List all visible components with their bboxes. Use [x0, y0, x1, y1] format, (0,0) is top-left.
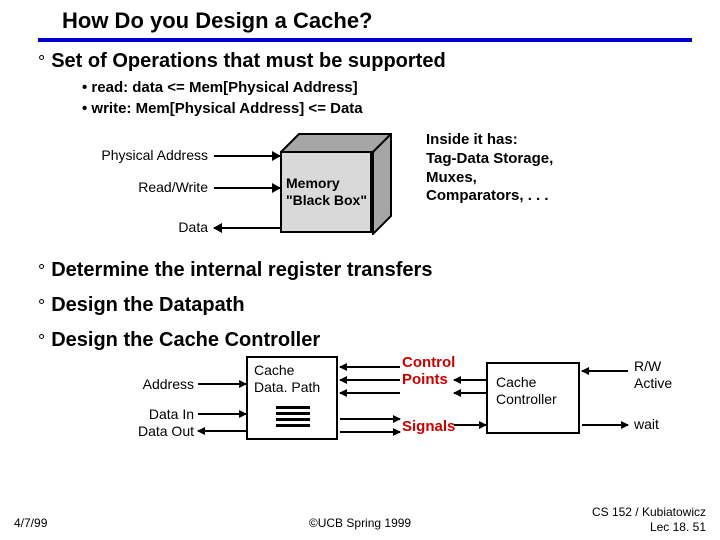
- d2-arrow-dout: [198, 430, 246, 432]
- rw-active-label: R/W Active: [634, 358, 672, 392]
- diagram-memory-blackbox: Physical Address Read/Write Data Memory …: [0, 125, 720, 255]
- cp-l1: Control: [402, 354, 455, 371]
- datapath-bars-icon: [276, 406, 310, 430]
- d1-arrow-addr: [214, 155, 280, 157]
- d1-label-addr: Physical Address: [68, 147, 208, 163]
- d2-arrow-cp2: [340, 379, 400, 381]
- d2-label-addr: Address: [120, 376, 194, 392]
- d1-label-rw: Read/Write: [68, 179, 208, 195]
- footer-r2: Lec 18. 51: [650, 520, 706, 534]
- inside-l2: Tag-Data Storage,: [426, 150, 553, 167]
- bullet-2-text: Determine the internal register transfer…: [51, 259, 432, 282]
- bullet-2: ° Determine the internal register transf…: [0, 259, 720, 282]
- d2-arrow-din: [198, 413, 246, 415]
- bullet-1: ° Set of Operations that must be support…: [0, 50, 720, 73]
- sub-bullet-1: read: data <= Mem[Physical Address]: [82, 79, 720, 96]
- d1-label-data: Data: [68, 219, 208, 235]
- inside-text: Inside it has: Tag-Data Storage, Muxes, …: [426, 131, 553, 206]
- bullet-1-text: Set of Operations that must be supported: [51, 50, 445, 73]
- d2-label-din: Data In: [120, 406, 194, 422]
- d1-arrow-data: [214, 227, 280, 229]
- dp-l2: Data. Path: [254, 379, 320, 395]
- cube-text: Memory "Black Box": [286, 175, 367, 209]
- cube-top: [280, 133, 372, 151]
- bullet-marker: °: [38, 296, 45, 317]
- sub-bullet-2: write: Mem[Physical Address] <= Data: [82, 100, 720, 117]
- bullet-marker: °: [38, 52, 45, 73]
- d2-arrow-wait: [582, 424, 628, 426]
- d2-arrow-sg1: [340, 418, 400, 420]
- rw-l2: Active: [634, 375, 672, 391]
- footer-course: CS 152 / Kubiatowicz Lec 18. 51: [592, 505, 706, 534]
- wait-label: wait: [634, 416, 659, 432]
- bullet-4-text: Design the Cache Controller: [51, 329, 320, 352]
- dp-l1: Cache: [254, 362, 294, 378]
- footer-r1: CS 152 / Kubiatowicz: [592, 505, 706, 519]
- d2-arrow-addr: [198, 383, 246, 385]
- sub-bullets: read: data <= Mem[Physical Address] writ…: [0, 79, 720, 117]
- d2-arrow-cp1: [340, 366, 400, 368]
- inside-l1: Inside it has:: [426, 131, 518, 148]
- cp-l2: Points: [402, 371, 448, 388]
- slide-title: How Do you Design a Cache?: [0, 0, 720, 38]
- datapath-text: Cache Data. Path: [248, 358, 336, 400]
- rw-l1: R/W: [634, 358, 661, 374]
- d2-arrow-ctrl-out: [454, 424, 486, 426]
- d2-arrow-ctrl-in2: [454, 392, 486, 394]
- ctrl-l1: Cache: [496, 374, 536, 390]
- bullet-3-text: Design the Datapath: [51, 294, 244, 317]
- ctrl-l2: Controller: [496, 391, 557, 407]
- diagram-controller: Address Data In Data Out Cache Data. Pat…: [0, 352, 720, 448]
- cube-l2: "Black Box": [286, 192, 367, 208]
- cube-l1: Memory: [286, 175, 340, 191]
- bullet-4: ° Design the Cache Controller: [0, 329, 720, 352]
- bullet-marker: °: [38, 261, 45, 282]
- memory-box: Memory "Black Box": [280, 133, 390, 233]
- bullet-3: ° Design the Datapath: [0, 294, 720, 317]
- inside-l4: Comparators, . . .: [426, 187, 549, 204]
- cube-side: [372, 133, 390, 233]
- d2-arrow-sg2: [340, 431, 400, 433]
- d2-arrow-rw: [582, 370, 628, 372]
- inside-l3: Muxes,: [426, 169, 477, 186]
- d2-label-dout: Data Out: [120, 423, 194, 439]
- title-rule: [38, 38, 692, 42]
- controller-box: Cache Controller: [486, 362, 580, 434]
- d2-arrow-ctrl-in1: [454, 379, 486, 381]
- control-points-label: Control Points: [402, 354, 455, 389]
- controller-text: Cache Controller: [488, 364, 578, 418]
- d2-arrow-cp3: [340, 392, 400, 394]
- signals-label: Signals: [402, 418, 455, 435]
- d1-arrow-rw: [214, 187, 280, 189]
- bullet-marker: °: [38, 331, 45, 352]
- datapath-box: Cache Data. Path: [246, 356, 338, 440]
